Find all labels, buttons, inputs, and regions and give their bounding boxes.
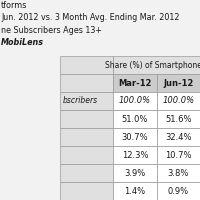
Text: 3.8%: 3.8% [168,168,189,178]
Bar [157,74,200,92]
Text: 100.0%: 100.0% [162,96,194,105]
Bar [113,74,157,92]
Text: 0.9%: 0.9% [168,186,189,196]
Bar [157,164,200,182]
Text: 12.3%: 12.3% [122,150,148,160]
Bar [113,110,157,128]
Bar [113,146,157,164]
Text: Share (%) of Smartphone S: Share (%) of Smartphone S [105,60,200,70]
Bar [113,56,200,74]
Text: Jun-12: Jun-12 [163,78,193,88]
Text: 1.4%: 1.4% [124,186,145,196]
Bar [113,92,157,110]
Bar [157,110,200,128]
Text: tforms: tforms [1,1,27,10]
Bar [60,164,113,182]
Text: MobiLens: MobiLens [1,38,44,47]
Bar [60,182,113,200]
Bar [157,92,200,110]
Bar [60,128,113,146]
Text: ne Subscribers Ages 13+: ne Subscribers Ages 13+ [1,26,102,35]
Text: Mar-12: Mar-12 [118,78,152,88]
Bar [60,110,113,128]
Bar [157,128,200,146]
Bar [113,164,157,182]
Bar [60,146,113,164]
Bar [60,56,113,74]
Text: 30.7%: 30.7% [122,132,148,142]
Text: bscribers: bscribers [62,96,98,105]
Bar [60,74,113,92]
Text: 32.4%: 32.4% [165,132,192,142]
Bar [157,182,200,200]
Bar [60,92,113,110]
Bar [113,182,157,200]
Text: 10.7%: 10.7% [165,150,192,160]
Text: 51.6%: 51.6% [165,114,192,123]
Bar [113,128,157,146]
Text: 100.0%: 100.0% [119,96,151,105]
Bar [157,146,200,164]
Text: 3.9%: 3.9% [124,168,146,178]
Text: 51.0%: 51.0% [122,114,148,123]
Text: Jun. 2012 vs. 3 Month Avg. Ending Mar. 2012: Jun. 2012 vs. 3 Month Avg. Ending Mar. 2… [1,13,180,22]
